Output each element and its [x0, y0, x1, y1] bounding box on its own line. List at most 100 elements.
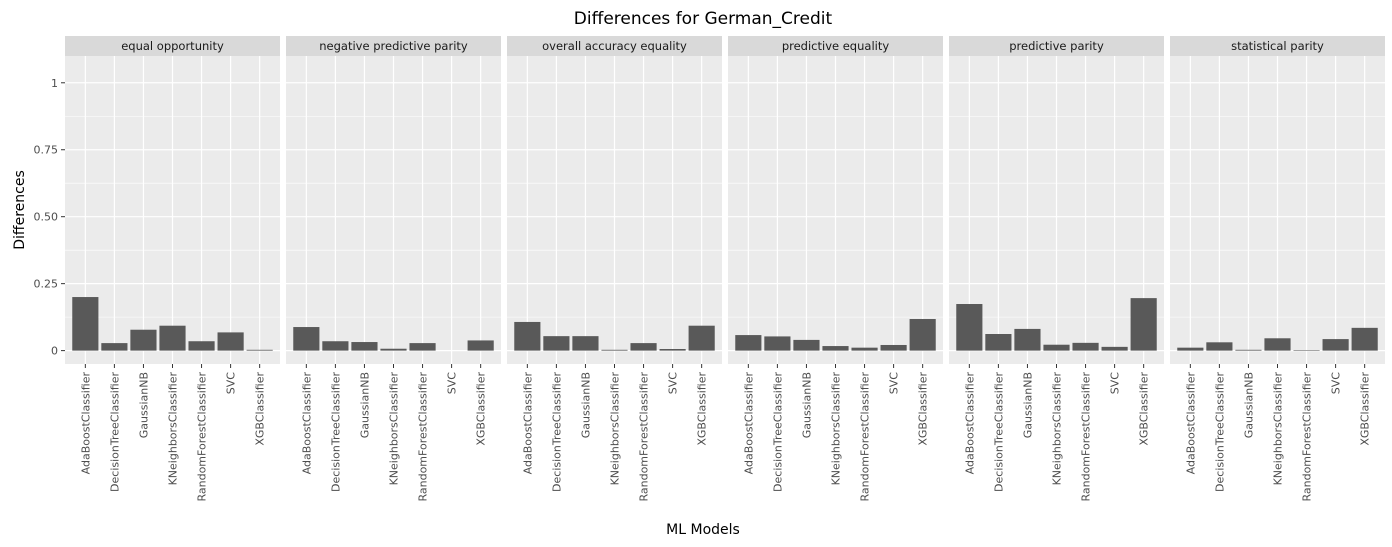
x-tick-label: DecisionTreeClassifier: [329, 372, 342, 492]
bar: [246, 349, 273, 351]
x-tick-label: DecisionTreeClassifier: [108, 372, 121, 492]
bar: [543, 336, 570, 351]
y-tick-label: 0.50: [34, 211, 59, 224]
bar: [985, 334, 1012, 351]
x-tick-label: KNeighborsClassifier: [167, 372, 180, 486]
x-tick-label: KNeighborsClassifier: [830, 372, 843, 486]
bar: [909, 319, 936, 351]
x-tick-label: GaussianNB: [579, 372, 592, 438]
bar: [822, 346, 849, 351]
x-tick-label: AdaBoostClassifier: [79, 372, 92, 475]
x-tick-label: SVC: [667, 372, 680, 395]
bar: [1014, 328, 1041, 351]
x-tick-label: XGBClassifier: [254, 372, 267, 446]
facet-strip-label: predictive parity: [1009, 39, 1104, 53]
facet-strip-label: negative predictive parity: [319, 39, 468, 53]
x-tick-label: XGBClassifier: [696, 372, 709, 446]
x-tick-label: DecisionTreeClassifier: [992, 372, 1005, 492]
bar: [793, 339, 820, 351]
facet-panel: statistical parity AdaBoostClassifier Deci…: [1170, 36, 1385, 502]
facet-panels: equal opportunity AdaBoostClassifier Decis…: [65, 36, 1385, 502]
x-tick-label: KNeighborsClassifier: [1051, 372, 1064, 486]
x-tick-label: XGBClassifier: [917, 372, 930, 446]
bar: [1206, 342, 1233, 351]
bar: [688, 325, 715, 351]
x-tick-label: SVC: [888, 372, 901, 395]
bar: [572, 336, 599, 351]
bar: [322, 341, 349, 351]
x-tick-label: RandomForestClassifier: [638, 372, 651, 502]
bar: [1322, 339, 1349, 351]
bar: [1130, 298, 1157, 351]
x-tick-label: AdaBoostClassifier: [963, 372, 976, 475]
facet-strip: [728, 36, 943, 56]
x-tick-label: GaussianNB: [1021, 372, 1034, 438]
bar: [380, 348, 407, 351]
y-tick-label: 1: [51, 77, 58, 90]
x-tick-label: XGBClassifier: [475, 372, 488, 446]
bar: [1235, 349, 1262, 351]
facet-panel: equal opportunity AdaBoostClassifier Decis…: [65, 36, 280, 502]
y-tick-label: 0: [51, 345, 58, 358]
x-tick-label: DecisionTreeClassifier: [771, 372, 784, 492]
bar: [188, 341, 215, 351]
x-tick-label: AdaBoostClassifier: [300, 372, 313, 475]
bar: [409, 343, 436, 351]
facet-strip-label: predictive equality: [782, 39, 890, 53]
x-tick-label: SVC: [1109, 372, 1122, 395]
facet-strip: [507, 36, 722, 56]
x-tick-label: RandomForestClassifier: [1080, 372, 1093, 502]
bar: [467, 340, 494, 351]
x-tick-label: RandomForestClassifier: [196, 372, 209, 502]
bar: [1072, 342, 1099, 351]
facet-strip-label: statistical parity: [1231, 39, 1324, 53]
bar: [1101, 346, 1128, 351]
bar: [1293, 350, 1320, 351]
x-tick-label: XGBClassifier: [1359, 372, 1372, 446]
bar: [1177, 347, 1204, 351]
x-tick-label: KNeighborsClassifier: [609, 372, 622, 486]
x-tick-label: RandomForestClassifier: [1301, 372, 1314, 502]
facet-strip: [286, 36, 501, 56]
x-tick-label: SVC: [225, 372, 238, 395]
bar: [735, 335, 762, 351]
x-tick-label: XGBClassifier: [1138, 372, 1151, 446]
bar: [1264, 338, 1291, 351]
bar: [217, 332, 244, 351]
bar: [764, 336, 791, 351]
x-tick-label: RandomForestClassifier: [859, 372, 872, 502]
x-tick-label: GaussianNB: [358, 372, 371, 438]
y-axis-title: Differences: [12, 170, 28, 249]
x-tick-label: DecisionTreeClassifier: [1213, 372, 1226, 492]
facet-strip-label: overall accuracy equality: [542, 39, 687, 53]
bar: [351, 342, 378, 351]
chart-title: Differences for German_Credit: [574, 9, 833, 29]
bar: [72, 297, 99, 351]
facet-panel: overall accuracy equality AdaBoostClassif…: [507, 36, 722, 502]
bar: [293, 327, 320, 351]
facet-panel: predictive parity AdaBoostClassifier Decis…: [949, 36, 1164, 502]
x-tick-label: GaussianNB: [800, 372, 813, 438]
x-tick-label: GaussianNB: [137, 372, 150, 438]
bar: [1043, 344, 1070, 351]
x-tick-label: SVC: [1330, 372, 1343, 395]
x-tick-label: AdaBoostClassifier: [1184, 372, 1197, 475]
x-tick-label: KNeighborsClassifier: [1272, 372, 1285, 486]
bar: [101, 343, 128, 351]
y-axis: 0 0.25 0.50 0.75 1: [34, 77, 65, 358]
x-tick-label: RandomForestClassifier: [417, 372, 430, 502]
bar: [1351, 327, 1378, 351]
x-tick-label: GaussianNB: [1242, 372, 1255, 438]
bar: [130, 329, 157, 351]
x-tick-label: KNeighborsClassifier: [388, 372, 401, 486]
facet-strip-label: equal opportunity: [121, 39, 224, 53]
facet-panel: negative predictive parity AdaBoostClassi…: [286, 36, 501, 502]
bar: [630, 343, 657, 351]
x-tick-label: DecisionTreeClassifier: [550, 372, 563, 492]
facet-strip: [1170, 36, 1385, 56]
bar: [514, 321, 541, 351]
bar: [851, 347, 878, 351]
facet-strip: [949, 36, 1164, 56]
facet-panel: predictive equality AdaBoostClassifier Dec…: [728, 36, 943, 502]
